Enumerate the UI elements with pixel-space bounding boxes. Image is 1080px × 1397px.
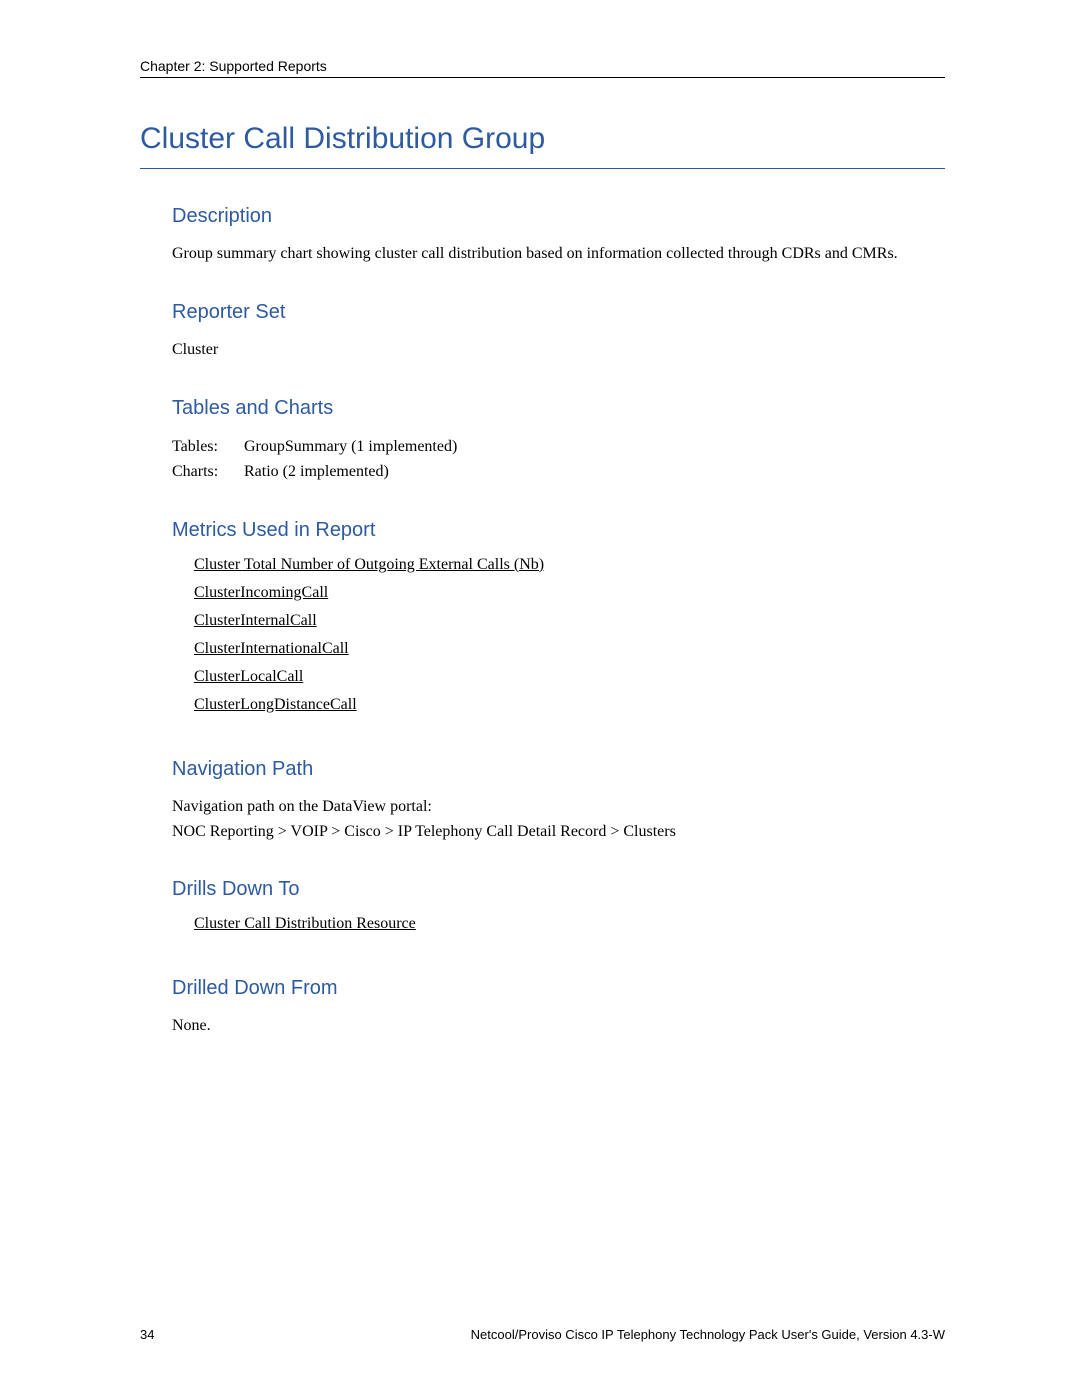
- section-drilled-down-from: Drilled Down From None.: [140, 977, 945, 1039]
- page-header: Chapter 2: Supported Reports: [140, 58, 945, 78]
- metric-link[interactable]: Cluster Total Number of Outgoing Externa…: [194, 556, 945, 574]
- section-drills-down-to: Drills Down To Cluster Call Distribution…: [140, 878, 945, 943]
- page-number: 34: [140, 1327, 154, 1342]
- drilled-from-text: None.: [172, 1014, 945, 1039]
- heading-drills-down-to: Drills Down To: [172, 878, 945, 901]
- page-footer: 34 Netcool/Proviso Cisco IP Telephony Te…: [140, 1327, 945, 1342]
- reporter-set-text: Cluster: [172, 338, 945, 363]
- metric-link[interactable]: ClusterLongDistanceCall: [194, 696, 945, 714]
- description-text: Group summary chart showing cluster call…: [172, 242, 945, 267]
- section-metrics: Metrics Used in Report Cluster Total Num…: [140, 519, 945, 724]
- heading-drilled-down-from: Drilled Down From: [172, 977, 945, 1000]
- heading-navigation-path: Navigation Path: [172, 758, 945, 781]
- section-description: Description Group summary chart showing …: [140, 205, 945, 267]
- doc-title-footer: Netcool/Proviso Cisco IP Telephony Techn…: [471, 1327, 945, 1342]
- metrics-list: Cluster Total Number of Outgoing Externa…: [172, 556, 945, 714]
- drill-link[interactable]: Cluster Call Distribution Resource: [194, 915, 945, 933]
- section-tables-charts: Tables and Charts Tables: GroupSummary (…: [140, 397, 945, 485]
- metric-link[interactable]: ClusterLocalCall: [194, 668, 945, 686]
- heading-metrics: Metrics Used in Report: [172, 519, 945, 542]
- section-navigation-path: Navigation Path Navigation path on the D…: [140, 758, 945, 845]
- metric-link[interactable]: ClusterInternationalCall: [194, 640, 945, 658]
- table-row: Tables: GroupSummary (1 implemented): [172, 434, 945, 460]
- metric-link[interactable]: ClusterIncomingCall: [194, 584, 945, 602]
- charts-label: Charts:: [172, 459, 234, 485]
- table-row: Charts: Ratio (2 implemented): [172, 459, 945, 485]
- charts-value: Ratio (2 implemented): [244, 459, 389, 485]
- section-reporter-set: Reporter Set Cluster: [140, 301, 945, 363]
- heading-description: Description: [172, 205, 945, 228]
- metric-link[interactable]: ClusterInternalCall: [194, 612, 945, 630]
- tables-value: GroupSummary (1 implemented): [244, 434, 457, 460]
- heading-tables-charts: Tables and Charts: [172, 397, 945, 420]
- nav-path-breadcrumb: NOC Reporting > VOIP > Cisco > IP Teleph…: [172, 820, 945, 845]
- spacer: [140, 1073, 945, 1317]
- document-page: Chapter 2: Supported Reports Cluster Cal…: [0, 0, 1080, 1397]
- page-title: Cluster Call Distribution Group: [140, 122, 945, 169]
- heading-reporter-set: Reporter Set: [172, 301, 945, 324]
- drills-list: Cluster Call Distribution Resource: [172, 915, 945, 933]
- nav-path-intro: Navigation path on the DataView portal:: [172, 795, 945, 820]
- tables-label: Tables:: [172, 434, 234, 460]
